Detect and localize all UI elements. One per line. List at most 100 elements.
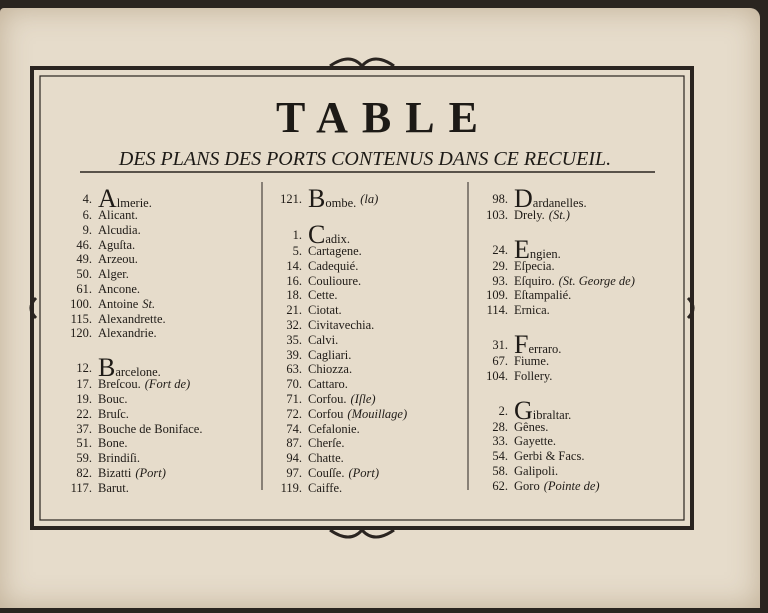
port-name: Barcelone.: [98, 353, 161, 383]
port-name: Gênes.: [514, 419, 549, 434]
port-name: Cattaro.: [308, 377, 348, 392]
letter-group: 1. Cadix. 5. Cartagene. 14. Cadequié. 16. Couli…: [270, 220, 408, 496]
plate-number: 35.: [286, 332, 302, 347]
plate-number: 19.: [76, 391, 92, 406]
plate-number: 49.: [76, 252, 92, 267]
letter-group: 2. Gibraltar. 28. Gênes. 33. Gayette. 54. Gerbi…: [476, 395, 635, 494]
port-note: (Port): [135, 465, 166, 480]
entry: 70. Cattaro.: [270, 377, 407, 392]
plate-number: 121.: [280, 192, 302, 206]
plate-number: 12.: [76, 361, 92, 376]
port-name: Ernica.: [514, 303, 550, 318]
entry: 12. Barcelone.: [60, 353, 202, 383]
port-name: Corfou: [308, 406, 344, 421]
entry: 87. Cherſe.: [270, 436, 407, 451]
entry: 2. Gibraltar.: [476, 395, 635, 425]
plate-number: 58.: [492, 463, 508, 478]
port-name: Cartagene.: [308, 244, 362, 258]
entry: 72. Corfou (Mouillage): [270, 407, 407, 422]
port-note: (Port): [348, 465, 380, 480]
letter-group: 12. Barcelone. 17. Breſcou. (Fort de) 19. Bouc…: [60, 353, 203, 495]
port-name: Couſſe.: [308, 465, 345, 480]
entry: 67. Fiume.: [476, 354, 635, 369]
entry: 100. Antoine St.: [60, 297, 202, 312]
entry: 120. Alexandrie.: [60, 326, 202, 341]
letter-group: 31. Ferraro. 67. Fiume. 104. Follery.: [476, 329, 635, 384]
plate-number: 6.: [82, 208, 92, 222]
port-name: Goro: [514, 478, 540, 493]
port-name: Alexandrie.: [98, 326, 157, 341]
port-name: Gibraltar.: [514, 395, 572, 425]
port-name: Drely.: [514, 208, 545, 222]
book-page: TABLE DES PLANS DES PORTS CONTENUS DANS …: [0, 8, 760, 608]
port-name: Gerbi & Facs.: [514, 449, 585, 464]
entry: 18. Cette.: [270, 288, 407, 303]
port-name: Arzeou.: [98, 252, 138, 267]
entry: 28. Gênes.: [476, 420, 635, 435]
plate-number: 63.: [286, 362, 302, 377]
entry: 62. Goro (Pointe de): [476, 479, 635, 494]
port-note: (Pointe de): [543, 478, 600, 493]
plate-number: 17.: [76, 377, 92, 392]
entry: 94. Chatte.: [270, 451, 407, 466]
plate-number: 39.: [286, 347, 302, 362]
port-name: Dardanelles.: [514, 184, 587, 213]
port-name: Bone.: [98, 436, 128, 451]
port-note: (la): [360, 192, 379, 206]
plate-number: 18.: [286, 288, 302, 303]
plate-number: 98.: [492, 192, 508, 206]
title: TABLE: [276, 93, 492, 142]
port-name: Ferraro.: [514, 329, 562, 359]
port-name: Coulioure.: [308, 273, 362, 288]
entry: 121. Bombe. (la): [270, 184, 407, 213]
entry: 82. Bizatti (Port): [60, 466, 202, 481]
plate-number: 71.: [286, 391, 302, 406]
plate-number: 82.: [76, 465, 92, 480]
port-name: Aguſta.: [98, 237, 136, 252]
port-name: Corfou.: [308, 391, 347, 406]
plate-number: 29.: [492, 258, 508, 273]
plate-number: 87.: [286, 436, 302, 451]
port-name: Ciotat.: [308, 303, 342, 318]
plate-number: 104.: [486, 368, 508, 383]
port-note: (St. George de): [558, 273, 635, 288]
entry: 19. Bouc.: [60, 392, 202, 407]
port-name: Bouche de Boniface.: [98, 421, 203, 436]
plate-number: 1.: [292, 228, 302, 242]
plate-number: 5.: [292, 244, 302, 258]
entry: 63. Chiozza.: [270, 362, 407, 377]
letter-group: 98. Dardanelles. 103. Drely. (St.): [476, 184, 635, 223]
port-note: (Fort de): [144, 377, 191, 392]
plate-number: 9.: [82, 222, 92, 237]
entry: 58. Galipoli.: [476, 464, 635, 479]
plate-number: 14.: [286, 258, 302, 273]
port-name: Cefalonie.: [308, 421, 360, 436]
plate-number: 103.: [486, 208, 508, 222]
port-name: Gayette.: [514, 434, 556, 449]
port-name: Almerie.: [98, 184, 152, 213]
entry: 4. Almerie.: [60, 184, 202, 213]
entry: 97. Couſſe. (Port): [270, 466, 407, 481]
letter-group: 24. Engien. 29. Eſpecia. 93. Eſquiro. (St. Geo…: [476, 235, 635, 318]
plate-number: 119.: [280, 480, 302, 495]
entry: 9. Alcudia.: [60, 223, 202, 238]
plate-number: 100.: [70, 296, 92, 311]
entry: 39. Cagliari.: [270, 348, 407, 363]
entry: 31. Ferraro.: [476, 329, 635, 359]
plate-number: 51.: [76, 436, 92, 451]
port-name: Eſtampalié.: [514, 288, 572, 303]
port-name: Follery.: [514, 368, 553, 383]
plate-number: 72.: [286, 406, 302, 421]
plate-number: 109.: [486, 288, 508, 303]
plate-number: 59.: [76, 451, 92, 466]
port-name: Alexandrette.: [98, 311, 166, 326]
port-name: Eſquiro.: [514, 273, 555, 288]
entry: 93. Eſquiro. (St. George de): [476, 274, 635, 289]
entry: 50. Alger.: [60, 267, 202, 282]
entry: 21. Ciotat.: [270, 303, 407, 318]
column: 98. Dardanelles. 103. Drely. (St.) 24. Engien.…: [476, 184, 635, 508]
entry: 109. Eſtampalié.: [476, 288, 635, 303]
plate-number: 74.: [286, 421, 302, 436]
entry: 51. Bone.: [60, 436, 202, 451]
